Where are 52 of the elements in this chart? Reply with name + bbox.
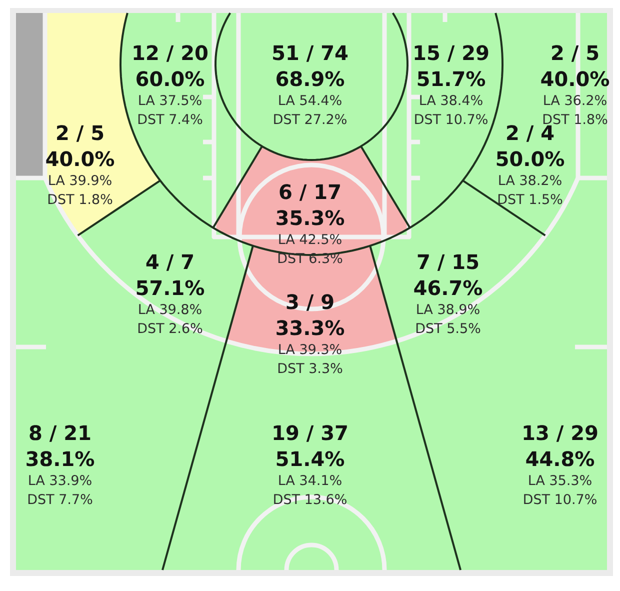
- text: DST 6.3%: [278, 252, 342, 264]
- text: 13 / 29: [524, 425, 598, 442]
- data-label: 60.0%: [136, 71, 204, 86]
- data-label: 51.7%: [418, 71, 486, 86]
- data-label: 40.0%: [541, 71, 610, 86]
- text: LA 38.9%: [417, 304, 480, 314]
- text: LA 36.2%: [544, 94, 606, 106]
- text: DST 2.6%: [138, 322, 202, 334]
- data-label: 40.0%: [46, 151, 114, 166]
- text: 8 / 21: [30, 425, 90, 442]
- text: DST 3.3%: [278, 362, 342, 374]
- text: DST 7.4%: [138, 114, 202, 124]
- text: DST 7.7%: [28, 494, 92, 504]
- data-label: 68.9%: [276, 71, 344, 86]
- text: 7 / 15: [418, 254, 478, 271]
- text: LA 33.9%: [29, 474, 92, 486]
- data-label: 44.8%: [526, 451, 594, 466]
- text: LA 54.4%: [279, 94, 342, 106]
- text: 12 / 20: [134, 45, 208, 62]
- text: 4 / 7: [146, 254, 193, 271]
- text: DST 1.8%: [543, 114, 608, 124]
- text: DST 1.5%: [498, 194, 562, 204]
- text: 2 / 5: [552, 45, 598, 62]
- text: 19 / 37: [274, 425, 347, 442]
- text: LA 39.8%: [139, 304, 202, 314]
- data-label: 50.0%: [496, 151, 564, 166]
- text: LA 42.5%: [279, 234, 342, 244]
- data-label: 46.7%: [414, 280, 482, 296]
- text: 51 / 74: [273, 45, 348, 62]
- data-label: 35.3%: [276, 210, 344, 226]
- text: LA 38.4%: [420, 94, 482, 106]
- text: DST 10.7%: [415, 114, 488, 124]
- text: 6 / 17: [280, 184, 340, 201]
- text: LA 35.3%: [529, 474, 592, 486]
- text: 15 / 29: [414, 45, 488, 62]
- text: 2 / 4: [507, 125, 554, 142]
- data-label: 38.1%: [26, 451, 94, 466]
- text: 2 / 5: [57, 125, 104, 142]
- text: DST 1.8%: [48, 194, 112, 204]
- data-label: 33.3%: [276, 320, 344, 336]
- text: DST 10.7%: [524, 494, 596, 504]
- data-label: 51.4%: [276, 451, 344, 466]
- text: LA 39.9%: [49, 174, 112, 186]
- text: LA 37.5%: [139, 94, 202, 106]
- text: LA 38.2%: [499, 174, 562, 186]
- text: LA 39.3%: [279, 344, 342, 354]
- text: LA 34.1%: [279, 474, 342, 486]
- data-label: 57.1%: [136, 280, 204, 296]
- text: DST 5.5%: [416, 322, 480, 334]
- text: 3 / 9: [286, 294, 334, 311]
- text: DST 13.6%: [274, 494, 346, 504]
- text: DST 27.2%: [274, 114, 346, 124]
